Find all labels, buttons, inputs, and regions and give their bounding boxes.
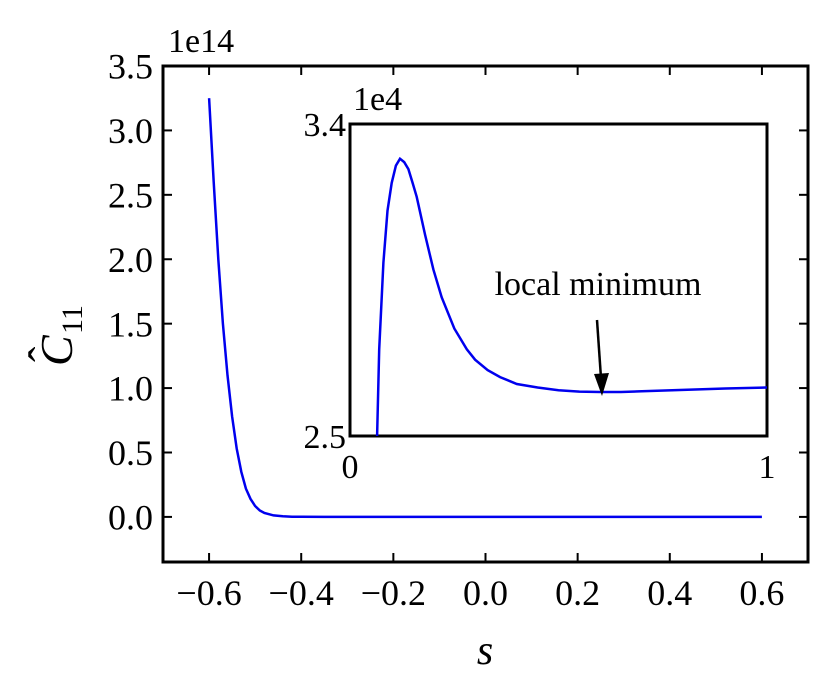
y-tick-label: 3.5 <box>108 47 153 87</box>
y-tick-label: 3.4 <box>304 107 347 144</box>
local-minimum-label: local minimum <box>495 266 702 303</box>
x-tick-label: 0.4 <box>647 573 692 613</box>
y-tick-label: 0.5 <box>108 433 153 473</box>
y-tick-label: 3.0 <box>108 111 153 151</box>
main-y-multiplier: 1e14 <box>168 23 234 60</box>
x-tick-label: 0.6 <box>739 573 784 613</box>
y-label-hat: ˆ <box>19 347 70 362</box>
y-tick-label: 1.5 <box>108 304 153 344</box>
inset-tick-labels: 0 1 2.5 3.4 <box>304 107 776 486</box>
y-tick-label: 0.0 <box>108 498 153 538</box>
x-tick-label: −0.6 <box>176 573 241 613</box>
y-label-subscript: 11 <box>56 305 89 334</box>
y-tick-label: 2.5 <box>304 419 347 456</box>
x-tick-label: 1 <box>759 449 776 486</box>
main-x-axis-label: s <box>477 628 493 674</box>
main-ticks <box>163 65 808 562</box>
main-tick-labels: −0.6 −0.4 −0.2 0.0 0.2 0.4 0.6 0.0 0.5 1.0 1.5 2.0 2… <box>108 47 784 613</box>
main-y-axis-label: C ˆ 11 <box>19 305 89 366</box>
y-tick-label: 2.5 <box>108 175 153 215</box>
x-tick-label: 0 <box>342 449 359 486</box>
main-series-line <box>207 98 762 519</box>
y-tick-label: 1.0 <box>108 369 153 409</box>
inset-series-line <box>375 156 768 437</box>
y-tick-label: 2.0 <box>108 240 153 280</box>
x-tick-label: −0.4 <box>269 573 334 613</box>
y-label-base: C <box>31 334 82 366</box>
inset-ticks <box>349 123 768 437</box>
inset-plot-frame <box>348 122 769 438</box>
x-tick-label: −0.2 <box>361 573 426 613</box>
x-tick-label: 0.2 <box>555 573 600 613</box>
inset-y-multiplier: 1e4 <box>353 81 402 118</box>
local-minimum-arrow <box>594 319 609 396</box>
x-tick-label: 0.0 <box>463 573 508 613</box>
